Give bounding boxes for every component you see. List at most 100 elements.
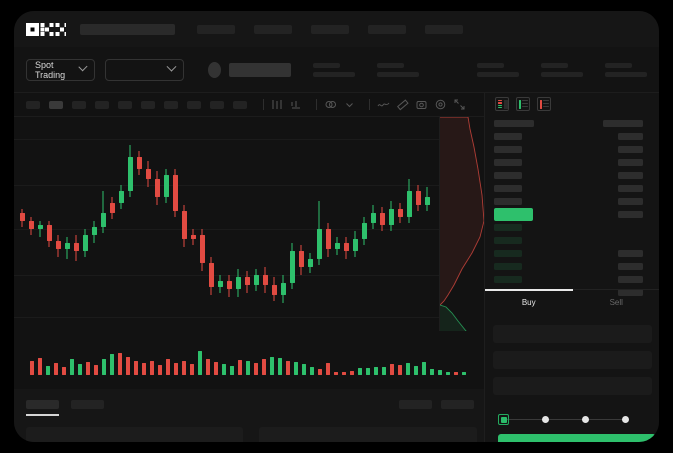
orderbook-row-ask[interactable] — [618, 211, 643, 218]
nav-item-5[interactable] — [425, 24, 463, 34]
ruler-icon[interactable] — [396, 98, 409, 111]
orderbook-row-ask[interactable] — [618, 276, 643, 283]
orderbook-row-bid[interactable] — [494, 263, 522, 270]
orderbook-row-bid[interactable] — [494, 133, 522, 140]
orderbook-row-bid[interactable] — [494, 146, 522, 153]
compare-icon[interactable] — [324, 98, 337, 111]
bottom-card-2[interactable] — [259, 427, 477, 442]
timeframe-7[interactable] — [164, 100, 178, 109]
trading-mode-dropdown[interactable]: Spot Trading — [26, 58, 95, 81]
both-view-icon[interactable] — [495, 97, 509, 111]
candle — [208, 117, 214, 331]
timeframe-1[interactable] — [26, 100, 40, 109]
candle — [181, 117, 187, 331]
header-search-placeholder[interactable] — [80, 23, 175, 35]
step-2-dot[interactable] — [542, 416, 549, 423]
orderbook-row-ask[interactable] — [603, 120, 643, 127]
timeframe-4[interactable] — [95, 100, 109, 109]
timeframe-2-active[interactable] — [49, 100, 63, 109]
candle — [334, 117, 340, 331]
fullscreen-icon[interactable] — [453, 98, 466, 111]
candle — [190, 117, 196, 331]
bottom-action-2[interactable] — [441, 400, 474, 409]
step-4-dot[interactable] — [622, 416, 629, 423]
nav-item-1[interactable] — [197, 24, 235, 34]
ticker-bar: Spot Trading — [14, 47, 659, 93]
orderbook-row-bid[interactable] — [494, 185, 522, 192]
volume-bar — [270, 357, 274, 375]
orderbook-row-ask[interactable] — [618, 159, 643, 166]
candle — [91, 117, 97, 331]
volume-bar — [254, 363, 258, 375]
chart-gridline — [14, 139, 484, 140]
bids-view-icon[interactable] — [516, 97, 530, 111]
volume-bar — [198, 351, 202, 375]
orderbook-row-ask[interactable] — [618, 133, 643, 140]
tab-sell[interactable]: Sell — [609, 298, 623, 307]
primary-cta-button[interactable] — [498, 434, 656, 442]
candle — [289, 117, 295, 331]
bottom-card-1[interactable] — [26, 427, 243, 442]
timeframe-10[interactable] — [233, 100, 247, 109]
orderbook-row-ask[interactable] — [618, 289, 643, 296]
orderbook-row-bid[interactable] — [494, 224, 522, 231]
trade-form-tabs: Buy Sell — [485, 289, 659, 315]
orderbook-row-ask[interactable] — [618, 146, 643, 153]
orderbook-row-ask[interactable] — [618, 263, 643, 270]
orderbook-row-ask[interactable] — [618, 250, 643, 257]
timeframe-6[interactable] — [141, 100, 155, 109]
orderbook-row-bid[interactable] — [494, 198, 522, 205]
orderbook-row-ask[interactable] — [618, 198, 643, 205]
candle — [136, 117, 142, 331]
toolbar-divider — [369, 99, 370, 110]
orderbook-row-bid[interactable] — [494, 159, 522, 166]
nav-item-3[interactable] — [311, 24, 349, 34]
orderbook-row-bid[interactable] — [494, 250, 522, 257]
bottom-tab-1[interactable] — [26, 400, 59, 409]
timeframe-8[interactable] — [187, 100, 201, 109]
orderbook-row-bid[interactable] — [494, 237, 522, 244]
candlestick-icon[interactable] — [271, 98, 284, 111]
volume-bar — [246, 361, 250, 375]
chevron-down-icon[interactable] — [343, 98, 356, 111]
candle — [73, 117, 79, 331]
step-3-dot[interactable] — [582, 416, 589, 423]
pair-selector-dropdown[interactable] — [104, 58, 185, 81]
timeframe-9[interactable] — [210, 100, 224, 109]
timeframe-5[interactable] — [118, 100, 132, 109]
order-field-1[interactable] — [493, 325, 652, 343]
nav-item-4[interactable] — [368, 24, 406, 34]
order-field-3[interactable] — [493, 377, 652, 395]
step-1-complete[interactable] — [498, 414, 509, 425]
line-chart-icon[interactable] — [377, 98, 390, 111]
orderbook-row-bid[interactable] — [494, 276, 522, 283]
volume-bar — [70, 359, 74, 375]
camera-icon[interactable] — [415, 98, 428, 111]
asks-view-icon[interactable] — [537, 97, 551, 111]
timeframe-3[interactable] — [72, 100, 86, 109]
bottom-tab-1-underline — [26, 414, 59, 416]
indicators-icon[interactable] — [290, 98, 303, 111]
bottom-tab-2[interactable] — [71, 400, 104, 409]
orderbook-row-ask[interactable] — [618, 172, 643, 179]
volume-bar — [350, 371, 354, 375]
toolbar-divider — [316, 99, 317, 110]
orderbook-row-ask[interactable] — [618, 185, 643, 192]
chart-gridline — [14, 229, 484, 230]
tab-buy[interactable]: Buy — [485, 289, 573, 315]
orderbook-row-bid[interactable] — [494, 120, 534, 127]
price-chart[interactable] — [14, 117, 484, 331]
volume-bar — [206, 359, 210, 375]
nav-item-2[interactable] — [254, 24, 292, 34]
okx-logo[interactable] — [26, 22, 66, 36]
order-field-2[interactable] — [493, 351, 652, 369]
orderbook-highlight-row[interactable] — [494, 208, 533, 221]
alert-icon[interactable] — [434, 98, 447, 111]
orderbook-row-bid[interactable] — [494, 172, 522, 179]
volume-bar — [214, 362, 218, 375]
volume-bar — [414, 366, 418, 375]
bottom-action-1[interactable] — [399, 400, 432, 409]
volume-bar — [102, 359, 106, 375]
orderbook-rows[interactable] — [485, 117, 659, 296]
toolbar-divider — [263, 99, 264, 110]
